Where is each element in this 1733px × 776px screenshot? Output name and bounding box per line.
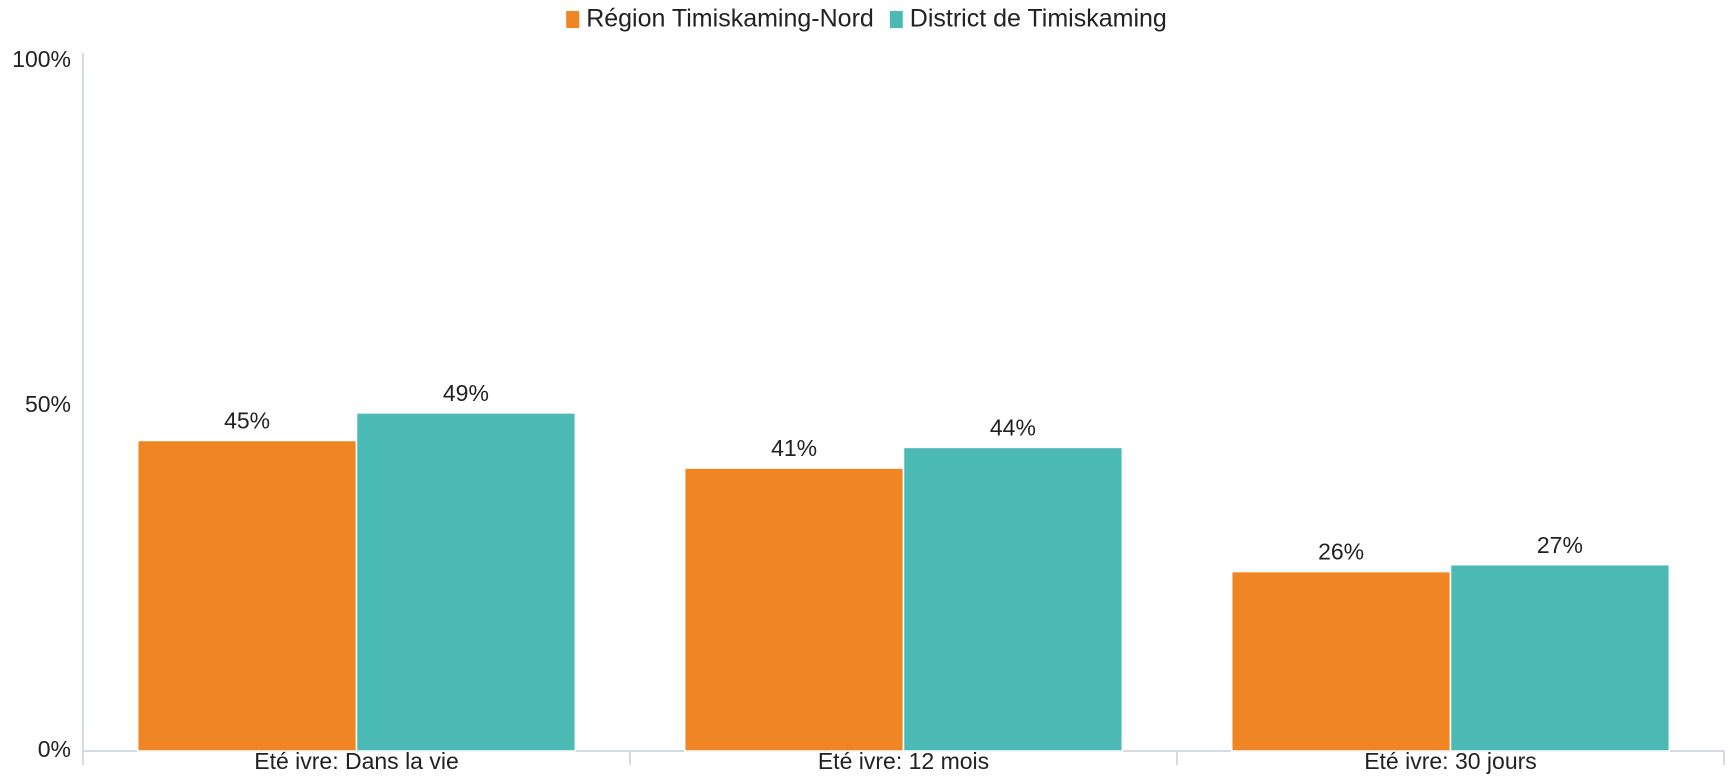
data-label: 49% <box>443 380 489 406</box>
data-label: 41% <box>771 435 817 461</box>
legend-label: Région Timiskaming-Nord <box>586 5 874 33</box>
bar <box>355 412 577 752</box>
x-tick-label: Été ivre: Dans la vie <box>254 748 459 774</box>
bar <box>136 439 358 752</box>
bar <box>1449 563 1671 752</box>
legend-swatch <box>889 11 903 28</box>
y-tick-label: 0% <box>38 736 71 762</box>
y-tick-label: 100% <box>12 46 71 72</box>
legend-label: District de Timiskaming <box>910 5 1167 33</box>
bar <box>683 467 905 752</box>
data-label: 45% <box>224 408 270 434</box>
y-tick-label: 50% <box>25 391 71 417</box>
data-label: 44% <box>990 414 1036 440</box>
data-label: 27% <box>1537 532 1583 558</box>
data-label: 26% <box>1318 539 1364 565</box>
legend-swatch <box>566 11 580 28</box>
bar <box>1230 570 1452 752</box>
legend: Région Timiskaming-Nord District de Timis… <box>566 5 1167 33</box>
bar <box>902 446 1124 752</box>
x-tick-label: Été ivre: 30 jours <box>1364 748 1537 774</box>
x-tick-label: Été ivre: 12 mois <box>818 748 989 774</box>
